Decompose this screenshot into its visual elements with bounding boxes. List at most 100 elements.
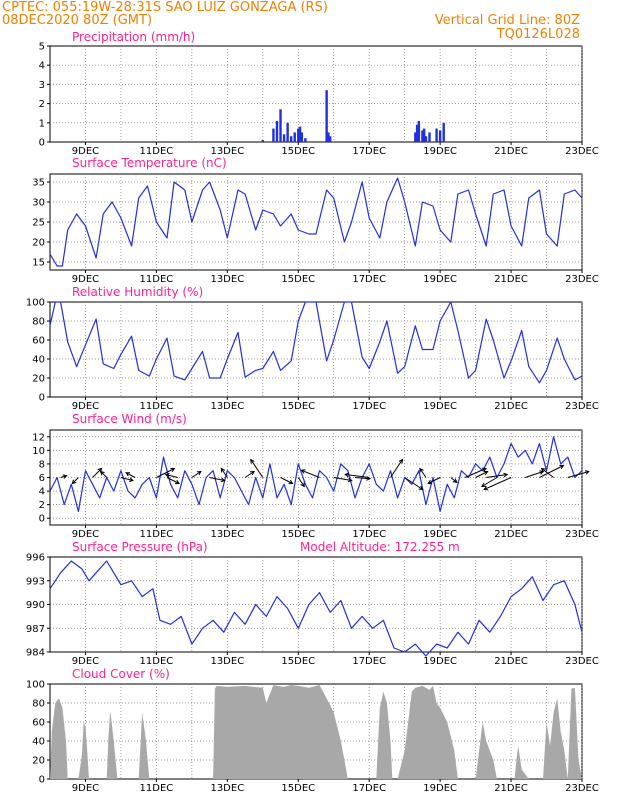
- wind-arrow: [525, 471, 544, 478]
- wind-xtick-label: 23DEC: [565, 529, 599, 540]
- humidity-xtick-label: 21DEC: [494, 401, 528, 412]
- wind-arrow: [419, 468, 427, 478]
- wind-xtick-label: 11DEC: [140, 529, 174, 540]
- pressure-xtick-label: 19DEC: [423, 656, 457, 667]
- temperature-ytick-label: 25: [32, 218, 45, 229]
- header-date: 08DEC2020 80Z (GMT): [2, 13, 153, 28]
- wind-ytick-label: 4: [39, 487, 45, 498]
- wind-xtick-label: 9DEC: [72, 529, 99, 540]
- wind-arrow: [486, 474, 508, 478]
- wind-arrow-head: [483, 470, 489, 476]
- wind-title: Surface Wind (m/s): [72, 412, 187, 426]
- wind-ytick-label: 2: [39, 500, 45, 511]
- precipitation-bar: [272, 128, 275, 142]
- wind-arrow-head: [196, 470, 202, 476]
- wind-arrow: [125, 472, 136, 478]
- wind-xtick-label: 17DEC: [352, 529, 386, 540]
- cloud-xtick-label: 17DEC: [352, 783, 386, 794]
- cloud-ytick-label: 80: [32, 699, 45, 710]
- humidity-ytick-label: 40: [32, 355, 45, 366]
- precipitation-frame: [49, 45, 583, 143]
- precipitation-xtick-label: 11DEC: [140, 146, 174, 157]
- humidity-xtick-label: 9DEC: [72, 401, 99, 412]
- wind-arrow: [345, 474, 370, 478]
- precipitation-xtick-label: 23DEC: [565, 146, 599, 157]
- precipitation-bar: [421, 130, 424, 142]
- precipitation-ytick-label: 2: [39, 99, 45, 110]
- precipitation-bar: [424, 136, 428, 142]
- precipitation-xtick-label: 15DEC: [281, 146, 315, 157]
- cloud-xtick-label: 21DEC: [494, 783, 528, 794]
- wind-arrow: [72, 477, 79, 484]
- precipitation-xtick-label: 17DEC: [352, 146, 386, 157]
- precipitation-bar: [286, 122, 289, 142]
- wind-ytick-label: 10: [32, 446, 45, 457]
- humidity-xtick-label: 17DEC: [352, 401, 386, 412]
- wind-xtick-label: 21DEC: [494, 529, 528, 540]
- wind-arrow: [92, 468, 102, 478]
- wind-arrow-head: [481, 467, 487, 472]
- precipitation-ytick-label: 3: [39, 80, 45, 91]
- pressure-model-altitude: Model Altitude: 172.255 m: [300, 540, 460, 554]
- precipitation-ytick-label: 5: [39, 42, 45, 53]
- cloud-xtick-label: 23DEC: [565, 783, 599, 794]
- wind-arrow-head: [398, 458, 404, 464]
- temperature-ytick-label: 20: [32, 238, 45, 249]
- pressure-xtick-label: 9DEC: [72, 656, 99, 667]
- wind-arrow-head: [170, 467, 176, 473]
- wind-arrow-head: [220, 477, 226, 483]
- wind-arrow: [427, 477, 441, 484]
- humidity-ytick-label: 60: [32, 336, 45, 347]
- pressure-title: Surface Pressure (hPa): [72, 540, 208, 554]
- humidity-ytick-label: 0: [39, 393, 45, 404]
- pressure-xtick-label: 13DEC: [210, 656, 244, 667]
- humidity-ytick-label: 100: [26, 298, 45, 309]
- wind-arrow: [244, 471, 255, 478]
- header-grid-line: Vertical Grid Line: 80Z: [434, 13, 580, 28]
- wind-arrow-head: [128, 477, 134, 482]
- precipitation-bar: [417, 120, 421, 142]
- wind-xtick-label: 19DEC: [423, 529, 457, 540]
- precipitation-bar: [327, 132, 330, 142]
- cloud-ytick-label: 60: [32, 718, 45, 729]
- wind-ytick-label: 12: [32, 432, 45, 443]
- wind-arrow-head: [559, 464, 565, 470]
- pressure-ytick-label: 987: [26, 624, 45, 635]
- wind-arrow-head: [125, 472, 131, 477]
- temperature-xtick-label: 11DEC: [140, 274, 174, 285]
- temperature-xtick-label: 15DEC: [281, 274, 315, 285]
- humidity-xtick-label: 23DEC: [565, 401, 599, 412]
- wind-arrow-head: [71, 479, 77, 485]
- pressure-ytick-label: 990: [26, 600, 45, 611]
- cloud-xtick-label: 11DEC: [140, 783, 174, 794]
- wind-arrow: [354, 477, 371, 480]
- precipitation-bar: [298, 126, 302, 142]
- cloud-ytick-label: 0: [39, 775, 45, 786]
- cloud-area: [50, 685, 582, 779]
- precipitation-bar: [261, 140, 264, 142]
- wind-arrow: [333, 477, 352, 481]
- precipitation-bar: [289, 136, 293, 142]
- wind-xtick-label: 15DEC: [281, 529, 315, 540]
- temperature-ytick-label: 35: [32, 178, 45, 189]
- wind-arrow: [475, 471, 488, 478]
- wind-arrow-head: [99, 470, 105, 476]
- wind-arrow-head: [419, 467, 424, 473]
- temperature-xtick-label: 21DEC: [494, 274, 528, 285]
- humidity-xtick-label: 13DEC: [210, 401, 244, 412]
- wind-arrow: [166, 477, 180, 484]
- pressure-ytick-label: 993: [26, 576, 45, 587]
- wind-arrow-head: [483, 486, 489, 491]
- precipitation-bar: [304, 138, 307, 142]
- wind-arrow-head: [584, 470, 590, 475]
- wind-arrow: [390, 459, 403, 478]
- wind-arrow-head: [452, 478, 458, 483]
- wind-arrow-head: [62, 474, 68, 479]
- wind-arrow: [301, 469, 320, 478]
- wind-arrow: [541, 468, 554, 478]
- precipitation-bar: [325, 90, 328, 142]
- wind-arrow: [156, 468, 175, 478]
- wind-arrow: [464, 468, 487, 478]
- wind-arrow: [280, 477, 293, 484]
- humidity-title: Relative Humidity (%): [72, 285, 204, 299]
